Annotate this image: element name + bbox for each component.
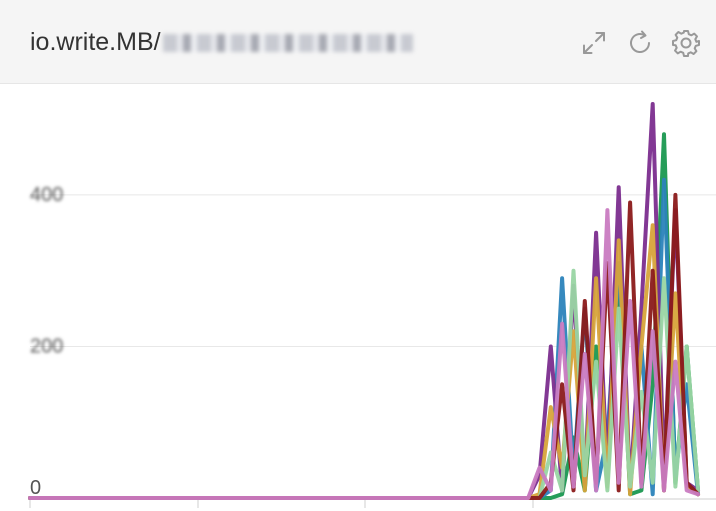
series-line-6 <box>28 208 700 500</box>
chart-svg: 0 200 400 <box>28 102 716 508</box>
y-tick-label-400: 400 <box>30 184 63 206</box>
chart-area: 0 200 400 <box>0 84 716 511</box>
y-tick-label-200: 200 <box>30 335 63 357</box>
obscured-title-text <box>162 34 413 53</box>
y-tick-label-0: 0 <box>30 477 41 499</box>
chart-title-text: io.write.MB/ <box>30 28 161 56</box>
expand-icon[interactable] <box>579 28 609 58</box>
panel-header: io.write.MB/ <box>0 0 716 84</box>
settings-icon[interactable] <box>671 28 701 58</box>
refresh-icon[interactable] <box>625 28 655 58</box>
chart-title: io.write.MB/ <box>30 28 413 57</box>
